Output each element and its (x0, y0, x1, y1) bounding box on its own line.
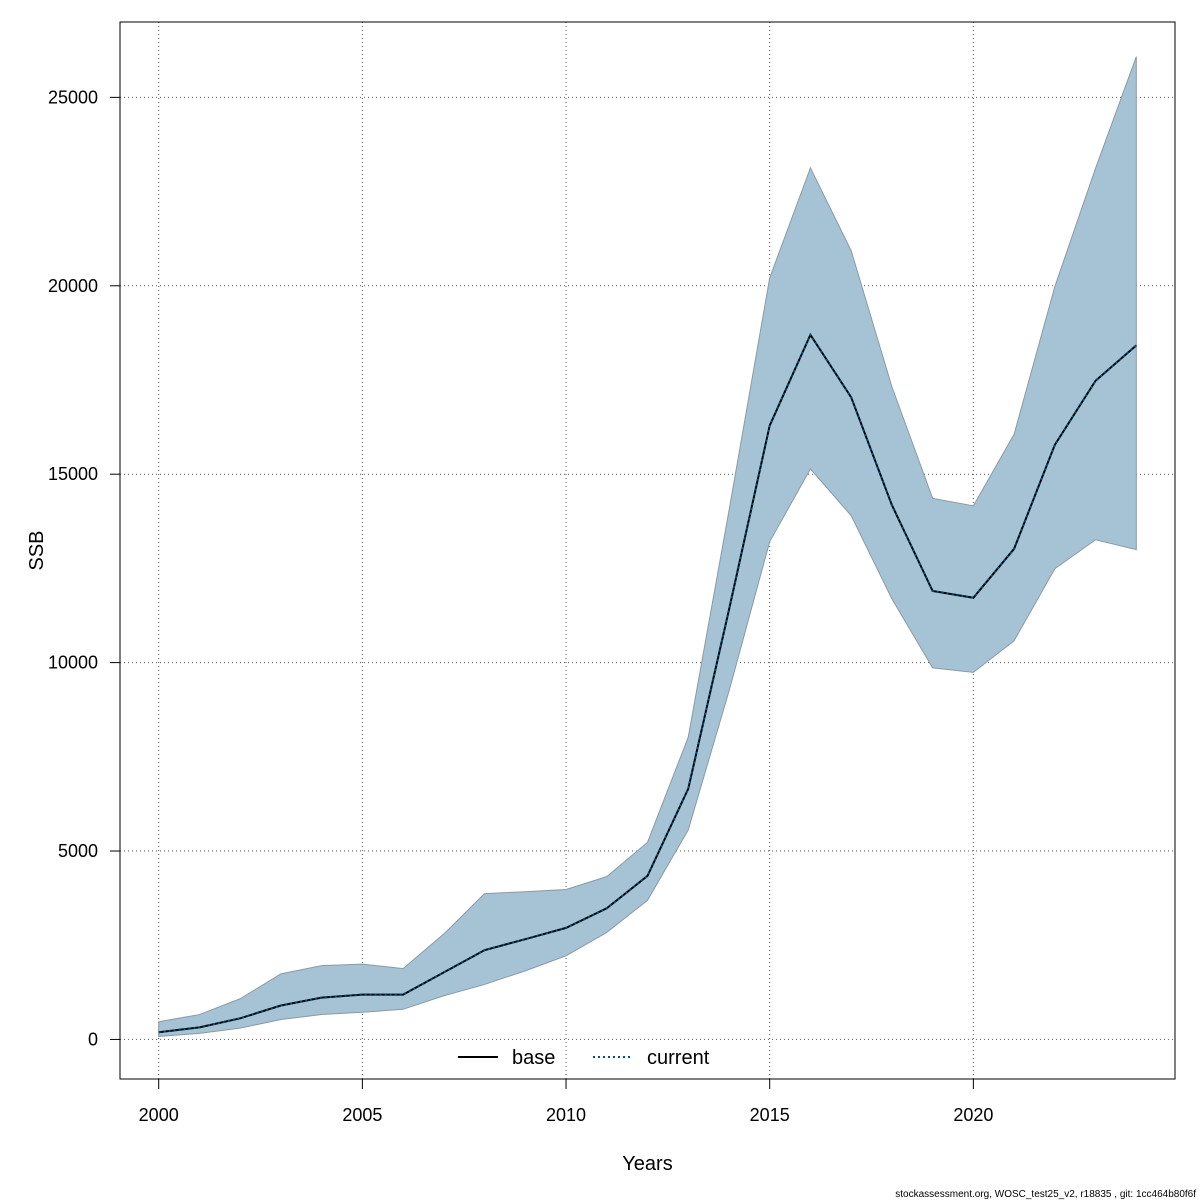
y-tick-label-10000: 10000 (48, 653, 98, 673)
y-tick-label-25000: 25000 (48, 87, 98, 107)
series-lines-layer (158, 332, 1137, 1034)
x-tick-label-2010: 2010 (546, 1105, 586, 1125)
series-line-current (158, 332, 1137, 1034)
y-tick-label-5000: 5000 (58, 841, 98, 861)
legend-label-current: current (647, 1047, 710, 1069)
series-line-base (158, 332, 1137, 1034)
confidence-band-layer (158, 56, 1137, 1037)
y-axis: 0 5000 10000 15000 20000 25000 (48, 87, 121, 1049)
footer-credit: stockassessment.org, WOSC_test25_v2, r18… (895, 1189, 1196, 1200)
y-tick-label-20000: 20000 (48, 276, 98, 296)
x-axis-title: Years (622, 1153, 672, 1175)
x-tick-label-2005: 2005 (342, 1105, 382, 1125)
x-tick-label-2015: 2015 (750, 1105, 790, 1125)
legend-label-base: base (512, 1047, 555, 1069)
y-tick-label-0: 0 (88, 1029, 98, 1049)
y-tick-label-15000: 15000 (48, 464, 98, 484)
x-tick-label-2020: 2020 (953, 1105, 993, 1125)
legend: base current (458, 1047, 710, 1069)
x-tick-label-2000: 2000 (139, 1105, 179, 1125)
x-axis: 2000 2005 2010 2015 2020 (139, 1078, 993, 1125)
confidence-band (158, 56, 1137, 1037)
y-axis-title: SSB (26, 530, 48, 570)
